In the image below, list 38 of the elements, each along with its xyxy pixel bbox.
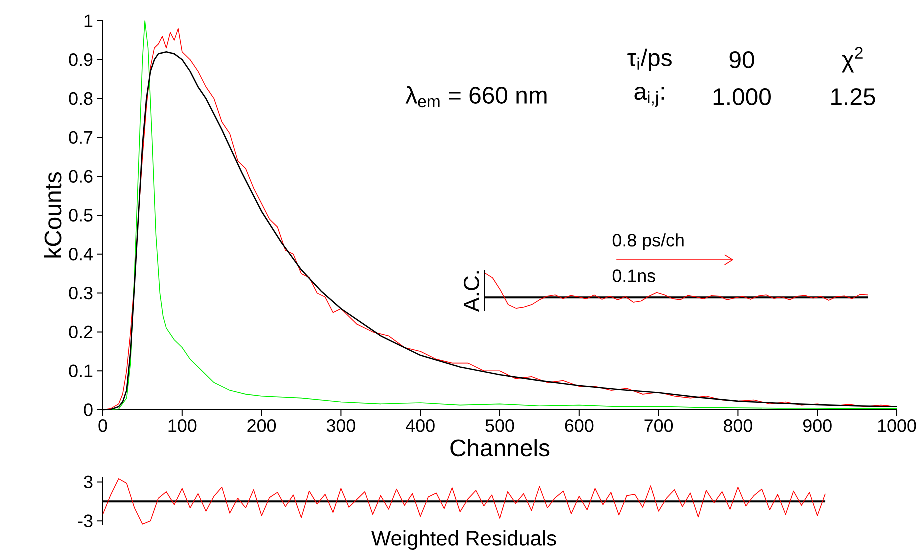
x-tick-label: 700 [644, 420, 674, 432]
y-tick-label: -3 [78, 514, 93, 528]
x-tick-label: 200 [248, 420, 276, 432]
x-tick-label: 300 [326, 420, 356, 432]
y-tick-label: 1 [84, 14, 93, 28]
line-series [102, 478, 826, 525]
annotation: 90 [730, 52, 754, 68]
x-tick-label: 900 [803, 420, 832, 432]
x-axis-title: Channels [450, 439, 550, 457]
x-tick-label: 1000 [878, 420, 916, 432]
annotation: 0.8 ps/ch [612, 234, 684, 250]
annotation: λ$_{em}$ = 660 nm [406, 86, 547, 108]
y-tick-label: 0.8 [69, 92, 93, 106]
y-tick-label: 0 [84, 404, 93, 416]
x-tick-label: 400 [406, 420, 435, 432]
x-tick-label: 600 [565, 420, 594, 432]
y-tick-label: 0.9 [69, 54, 93, 66]
y-tick-label: 0.4 [69, 248, 93, 261]
y-axis-title: A.C. [464, 272, 480, 312]
y-tick-label: 0.2 [69, 326, 93, 339]
annotation: 1.25 [832, 88, 876, 106]
annotation: 0.1ns [612, 270, 656, 282]
annotation: 1.000 [714, 88, 771, 106]
y-tick-label: 0.6 [69, 170, 93, 183]
annotation: a$_{i,j}$: [634, 86, 664, 108]
x-tick-label: 800 [724, 420, 752, 432]
x-tick-label: 100 [168, 420, 197, 432]
x-axis-title: Weighted Residuals [372, 530, 556, 550]
y-tick-label: 0.7 [69, 131, 93, 144]
y-tick-label: 0.1 [69, 364, 93, 378]
annotation: χ$^{2}$ [842, 47, 863, 73]
annotation: τ$_{i}$/ps [628, 48, 672, 72]
y-tick-label: 0.5 [69, 209, 93, 222]
y-axis-title: kCounts [44, 172, 62, 258]
y-tick-label: 0.3 [69, 286, 93, 300]
x-tick-label: 0 [98, 420, 108, 432]
y-tick-label: 3 [84, 476, 93, 489]
x-tick-label: 500 [486, 420, 514, 432]
